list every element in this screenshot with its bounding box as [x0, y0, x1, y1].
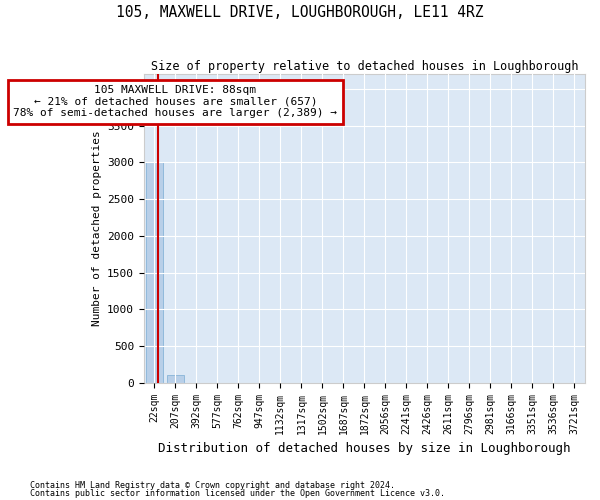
Text: Contains HM Land Registry data © Crown copyright and database right 2024.: Contains HM Land Registry data © Crown c…: [30, 480, 395, 490]
X-axis label: Distribution of detached houses by size in Loughborough: Distribution of detached houses by size …: [158, 442, 571, 455]
Bar: [167, 376, 184, 383]
Y-axis label: Number of detached properties: Number of detached properties: [92, 130, 101, 326]
Title: Size of property relative to detached houses in Loughborough: Size of property relative to detached ho…: [151, 60, 578, 73]
Text: 105 MAXWELL DRIVE: 88sqm
← 21% of detached houses are smaller (657)
78% of semi-: 105 MAXWELL DRIVE: 88sqm ← 21% of detach…: [13, 85, 337, 118]
Text: 105, MAXWELL DRIVE, LOUGHBOROUGH, LE11 4RZ: 105, MAXWELL DRIVE, LOUGHBOROUGH, LE11 4…: [116, 5, 484, 20]
Bar: [146, 162, 163, 383]
Text: Contains public sector information licensed under the Open Government Licence v3: Contains public sector information licen…: [30, 489, 445, 498]
